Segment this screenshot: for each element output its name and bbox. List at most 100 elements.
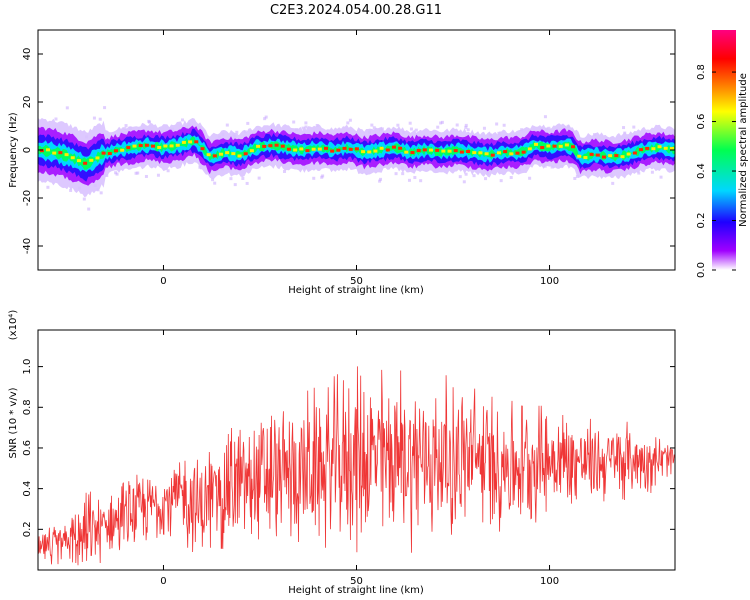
spectrogram-peak: [58, 151, 63, 155]
snr-xtick-label: 100: [540, 576, 559, 587]
spectrogram-scatter: [528, 176, 532, 180]
spectrogram-scatter: [235, 130, 239, 134]
spectrogram-ytick-label: 0: [22, 147, 33, 153]
spectrogram-ytick-label: 20: [22, 96, 33, 109]
spectrogram-scatter: [233, 183, 237, 187]
spectrogram-scatter: [304, 125, 308, 129]
spectrogram-scatter: [124, 124, 128, 128]
spectrogram-peak: [639, 148, 644, 152]
spectrogram-peak: [478, 151, 483, 155]
spectrogram-scatter: [509, 176, 513, 180]
spectrogram-peak: [595, 153, 600, 157]
spectrogram-scatter: [637, 171, 641, 175]
spectrogram-scatter: [464, 123, 468, 127]
spectrogram-peak: [206, 153, 211, 157]
spectrogram-peak: [107, 152, 112, 156]
spectrogram-peak: [175, 143, 180, 147]
spectrogram-scatter: [69, 188, 73, 192]
spectrogram-scatter: [82, 197, 86, 201]
spectrogram-peak: [342, 146, 347, 150]
spectrogram-scatter: [99, 191, 103, 195]
spectrogram-peak: [280, 144, 285, 148]
spectrogram-peak: [39, 149, 44, 153]
spectrogram-xtick-label: 0: [160, 276, 166, 287]
spectrogram-scatter: [414, 128, 418, 132]
spectrogram-scatter: [372, 126, 376, 130]
spectrogram-scatter: [394, 172, 398, 176]
spectrogram-peak: [651, 147, 656, 151]
snr-xtick-label: 50: [350, 576, 363, 587]
spectrogram-peak: [564, 143, 569, 147]
spectrogram-peak: [231, 152, 236, 156]
colorbar-ticks: 0.0 0.2 0.4 0.6 0.8: [696, 64, 736, 278]
spectrogram-ylabel: Frequency (Hz): [8, 112, 19, 188]
spectrogram-scatter: [180, 118, 184, 122]
spectrogram-scatter: [134, 171, 138, 175]
spectrogram-xlabel: Height of straight line (km): [288, 285, 424, 296]
spectrogram-scatter: [156, 173, 160, 177]
spectrogram-scatter: [464, 172, 468, 176]
spectrogram-peak: [336, 148, 341, 152]
spectrogram-peak: [274, 143, 279, 147]
spectrogram-peak: [645, 146, 650, 150]
spectrogram-scatter: [379, 177, 383, 181]
spectrogram-scatter: [407, 178, 411, 182]
spectrogram-ytick-label: -20: [22, 190, 33, 206]
colorbar-tick-label: 0.0: [696, 262, 707, 278]
spectrogram-scatter: [482, 126, 486, 130]
spectrogram-scatter: [304, 121, 308, 125]
spectrogram-peak: [120, 148, 125, 152]
spectrogram-scatter: [436, 125, 440, 129]
spectrogram-scatter: [409, 127, 413, 131]
colorbar-tick-label: 0.6: [696, 114, 707, 130]
spectrogram-scatter: [144, 174, 148, 178]
spectrogram-peak: [404, 150, 409, 154]
colorbar-tick-label: 0.8: [696, 64, 707, 80]
figure-title: C2E3.2024.054.00.28.G11: [270, 3, 442, 18]
spectrogram-peak: [157, 145, 162, 149]
spectrogram-ytick-label: -40: [22, 238, 33, 254]
spectrogram-peak: [663, 146, 668, 150]
spectrogram-peak: [632, 151, 637, 155]
spectrogram-scatter: [464, 125, 468, 129]
spectrogram-peak: [391, 145, 396, 149]
spectrogram-peak: [324, 146, 329, 150]
spectrogram-scatter: [408, 121, 412, 125]
spectrogram-scatter: [283, 169, 287, 173]
spectrogram-peak: [367, 150, 372, 154]
spectrogram-peak: [472, 151, 477, 155]
spectrogram-peak: [268, 144, 273, 148]
spectrogram-peak: [138, 143, 143, 147]
spectrogram-scatter: [458, 175, 462, 179]
spectrogram-peak: [311, 147, 316, 151]
snr-data: [38, 366, 675, 566]
colorbar: 0.0 0.2 0.4 0.6 0.8 Normalized spectral ampl…: [696, 30, 749, 278]
spectrogram-peak: [626, 152, 631, 156]
spectrogram-scatter: [292, 120, 296, 124]
spectrogram-scatter: [378, 179, 382, 183]
spectrogram-peak: [657, 145, 662, 149]
spectrogram-peak: [459, 150, 464, 154]
spectrogram-peak: [589, 152, 594, 156]
spectrogram-peak: [534, 142, 539, 146]
spectrogram-peak: [181, 140, 186, 144]
spectrogram-scatter: [466, 128, 470, 132]
spectrogram-scatter: [246, 121, 250, 125]
spectrogram-scatter: [147, 119, 151, 123]
spectrogram-peak: [614, 154, 619, 158]
spectrogram-scatter: [440, 120, 444, 124]
spectrogram-peak: [249, 149, 254, 153]
spectrogram-peak: [132, 144, 137, 148]
spectrogram-peak: [669, 146, 674, 150]
spectrogram-peak: [212, 154, 217, 158]
spectrogram-peak: [509, 152, 514, 156]
spectrogram-peak: [262, 144, 267, 148]
spectrogram-peak: [385, 148, 390, 152]
spectrogram-scatter: [495, 122, 499, 126]
spectrogram-peak: [126, 146, 131, 150]
snr-ytick-label: 1.0: [22, 359, 33, 375]
spectrogram-scatter: [575, 174, 579, 178]
spectrogram-peak: [373, 149, 378, 153]
spectrogram-scatter: [264, 115, 268, 119]
